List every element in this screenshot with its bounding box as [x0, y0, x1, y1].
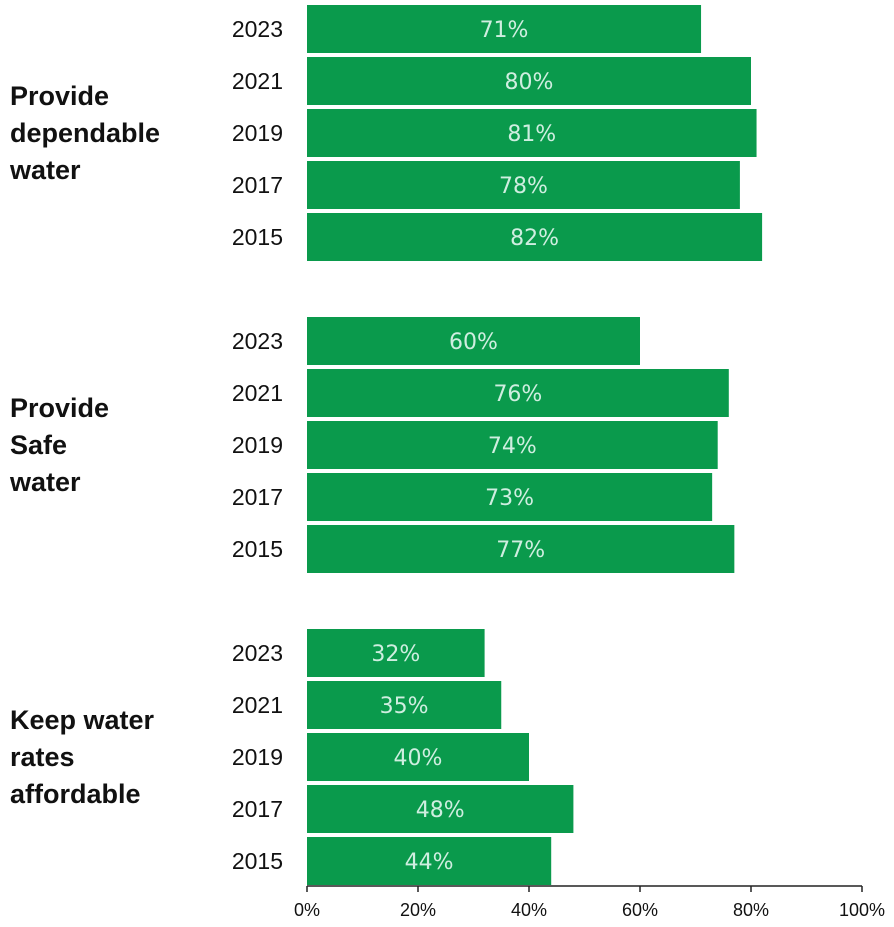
bar: [307, 161, 740, 209]
bar: [307, 5, 702, 53]
year-label: 2019: [232, 120, 283, 146]
bar-data-label: 80%: [505, 70, 554, 95]
bar: [307, 109, 757, 157]
group-label-line: Provide: [10, 393, 109, 423]
year-label: 2015: [232, 848, 283, 874]
x-tick-label: 0%: [294, 900, 320, 920]
x-tick-label: 40%: [511, 900, 547, 920]
bar: [307, 213, 763, 261]
bar: [307, 473, 713, 521]
bar-data-label: 74%: [488, 434, 537, 459]
year-label: 2021: [232, 68, 283, 94]
bar-data-label: 78%: [499, 174, 548, 199]
year-label: 2021: [232, 692, 283, 718]
year-label: 2015: [232, 536, 283, 562]
bar: [307, 837, 552, 885]
bar-data-label: 32%: [371, 642, 420, 667]
group-label-line: Provide: [10, 81, 109, 111]
year-label: 2017: [232, 172, 283, 198]
year-label: 2021: [232, 380, 283, 406]
bar-data-label: 73%: [485, 486, 534, 511]
group-label: Provide Safe water: [9, 393, 109, 497]
x-tick-label: 20%: [400, 900, 436, 920]
bar: [307, 421, 718, 469]
bar-data-label: 71%: [480, 18, 529, 43]
group-label-line: water: [9, 467, 81, 497]
year-label: 2019: [232, 744, 283, 770]
x-tick-label: 60%: [622, 900, 658, 920]
group-label: Provide dependable water: [9, 81, 160, 185]
bar: [307, 369, 729, 417]
x-tick-label: 80%: [733, 900, 769, 920]
group-label-line: Safe: [10, 430, 67, 460]
x-tick-label: 100%: [839, 900, 885, 920]
group-label-line: Keep water: [10, 705, 155, 735]
bar: [307, 317, 640, 365]
group-label-line: affordable: [10, 779, 141, 809]
bar-data-label: 35%: [380, 694, 429, 719]
bar: [307, 785, 574, 833]
year-label: 2017: [232, 796, 283, 822]
year-label: 2017: [232, 484, 283, 510]
year-label: 2023: [232, 640, 283, 666]
group-label: Keep water rates affordable: [10, 705, 155, 809]
group-label-line: rates: [10, 742, 75, 772]
group-label-line: water: [9, 155, 81, 185]
bar: [307, 733, 529, 781]
bar: [307, 629, 485, 677]
year-label: 2023: [232, 16, 283, 42]
bar-data-label: 40%: [394, 746, 443, 771]
bar-data-label: 44%: [405, 850, 454, 875]
bar: [307, 57, 751, 105]
year-label: 2023: [232, 328, 283, 354]
bar-data-label: 77%: [496, 538, 545, 563]
group-label-line: dependable: [10, 118, 160, 148]
bar-data-label: 76%: [493, 382, 542, 407]
bar-data-label: 82%: [510, 226, 559, 251]
bar-data-label: 48%: [416, 798, 465, 823]
year-label: 2019: [232, 432, 283, 458]
bar-data-label: 60%: [449, 330, 498, 355]
bar-data-label: 81%: [507, 122, 556, 147]
bar: [307, 525, 735, 573]
year-label: 2015: [232, 224, 283, 250]
bar: [307, 681, 502, 729]
